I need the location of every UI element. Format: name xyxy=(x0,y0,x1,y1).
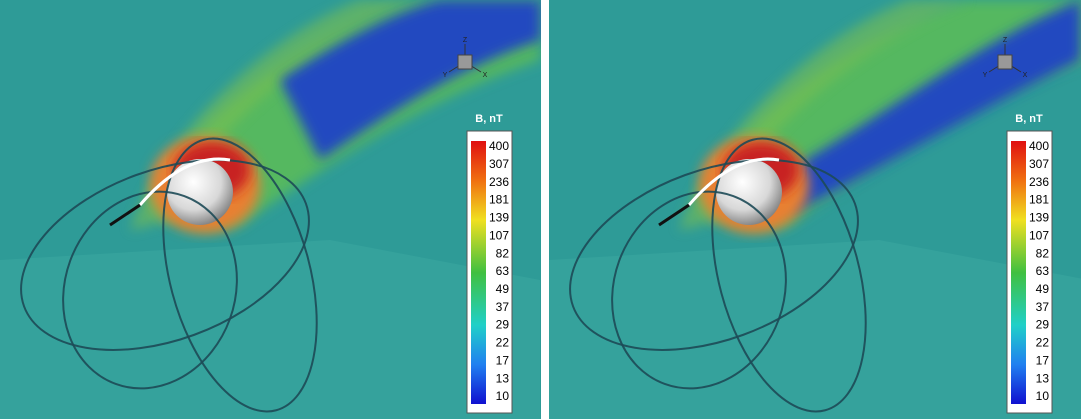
colorbar-tick-label: 82 xyxy=(496,246,510,260)
panel: Z Y X B, nT 400 307 236 181 139 107 82 63 49 37 29 22 17… xyxy=(549,0,1081,419)
colorbar-tick-label: 139 xyxy=(489,211,509,225)
colorbar-tick-label: 400 xyxy=(489,139,509,153)
planet xyxy=(167,159,233,225)
colorbar-tick-label: 13 xyxy=(1036,371,1050,385)
colorbar-tick-label: 139 xyxy=(1029,211,1049,225)
colorbar-tick-label: 13 xyxy=(496,371,510,385)
colorbar-title: B, nT xyxy=(475,113,503,125)
axis-label: Y xyxy=(443,72,448,79)
colorbar-tick-label: 63 xyxy=(1036,264,1050,278)
axis-label: X xyxy=(483,72,488,79)
colorbar-title: B, nT xyxy=(1015,113,1043,125)
colorbar-tick-label: 181 xyxy=(489,193,509,207)
colorbar-tick-label: 307 xyxy=(489,157,509,171)
colorbar-tick-label: 10 xyxy=(496,389,510,403)
axis-label: X xyxy=(1023,72,1028,79)
colorbar-tick-label: 17 xyxy=(496,353,510,367)
colorbar-strip xyxy=(471,141,486,404)
axis-label: Z xyxy=(1003,37,1008,44)
planet xyxy=(716,159,782,225)
axis-label: Z xyxy=(463,37,468,44)
colorbar-tick-label: 400 xyxy=(1029,139,1049,153)
colorbar-tick-label: 107 xyxy=(489,228,509,242)
cube xyxy=(998,55,1012,69)
colorbar-tick-label: 29 xyxy=(1036,318,1050,332)
colorbar-tick-label: 236 xyxy=(1029,175,1049,189)
lower-region xyxy=(0,240,540,419)
colorbar-tick-label: 49 xyxy=(1036,282,1050,296)
lower-region xyxy=(549,240,1081,419)
colorbar-tick-label: 49 xyxy=(496,282,510,296)
colorbar-tick-label: 22 xyxy=(1036,336,1050,350)
colorbar-tick-label: 17 xyxy=(1036,353,1050,367)
colorbar-tick-label: 22 xyxy=(496,336,510,350)
colorbar-tick-label: 236 xyxy=(489,175,509,189)
cube xyxy=(458,55,472,69)
colorbar-strip xyxy=(1011,141,1026,404)
colorbar-tick-label: 307 xyxy=(1029,157,1049,171)
colorbar-tick-label: 82 xyxy=(1036,246,1050,260)
figure: Z Y X B, nT 400 307 236 181 139 107 82 63 49 37 29 22 17… xyxy=(0,0,1081,419)
panel: Z Y X B, nT 400 307 236 181 139 107 82 63 49 37 29 22 17… xyxy=(0,0,541,419)
colorbar-tick-label: 63 xyxy=(496,264,510,278)
colorbar-tick-label: 37 xyxy=(1036,300,1050,314)
colorbar-tick-label: 107 xyxy=(1029,228,1049,242)
colorbar-tick-label: 29 xyxy=(496,318,510,332)
axis-label: Y xyxy=(983,72,988,79)
colorbar-tick-label: 181 xyxy=(1029,193,1049,207)
colorbar-tick-label: 10 xyxy=(1036,389,1050,403)
colorbar-tick-label: 37 xyxy=(496,300,510,314)
